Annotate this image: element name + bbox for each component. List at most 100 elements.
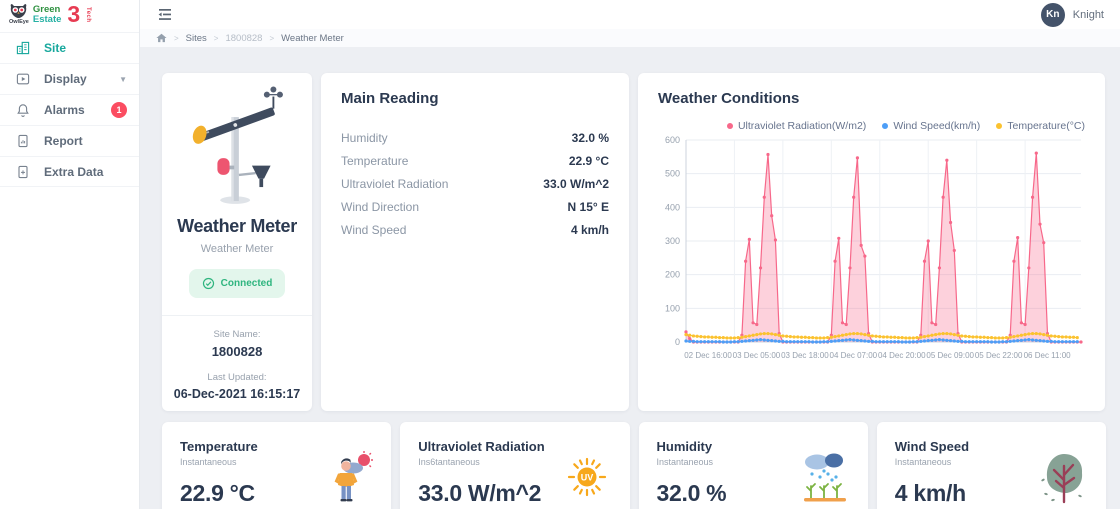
- sidebar-item-label: Display: [44, 72, 87, 86]
- sidebar-collapse-button[interactable]: [157, 8, 173, 21]
- breadcrumb-current: Weather Meter: [281, 32, 344, 44]
- breadcrumb-site-id[interactable]: 1800828: [225, 32, 263, 44]
- bell-icon: [17, 104, 29, 117]
- uv-value: 33.0 W/m^2: [418, 480, 542, 506]
- reading-row-humidity: Humidity 32.0 %: [341, 131, 609, 146]
- weather-conditions-chart: 0 100 200 300 400 500 600 02 Dec 16:00 03 Dec 05…: [665, 135, 1083, 360]
- svg-text:05 Dec 09:00: 05 Dec 09:00: [926, 351, 974, 360]
- svg-text:05 Dec 22:00: 05 Dec 22:00: [975, 351, 1023, 360]
- uv-sun-illustration: UV: [567, 457, 606, 497]
- report-icon: [18, 134, 28, 148]
- menu-fold-icon: [158, 9, 171, 20]
- legend-item-1[interactable]: Wind Speed(km/h): [882, 120, 980, 132]
- svg-text:UV: UV: [580, 473, 593, 483]
- reading-row-temperature: Temperature 22.9 °C: [341, 154, 609, 169]
- brand-word-green: Green: [32, 3, 61, 15]
- main-content: Weather Meter Weather Meter Connected Si…: [140, 47, 1120, 509]
- device-subtitle: Weather Meter: [200, 243, 274, 255]
- svg-text:06 Dec 11:00: 06 Dec 11:00: [1024, 351, 1072, 360]
- svg-text:02 Dec 16:00: 02 Dec 16:00: [684, 351, 732, 360]
- top-bar: Kn Knight: [140, 0, 1120, 29]
- svg-text:0: 0: [675, 337, 680, 347]
- status-badge: Connected: [188, 269, 286, 298]
- wind-speed-value: 4 km/h: [894, 480, 966, 506]
- chart-legend: Ultraviolet Radiation(W/m2) Wind Speed(km…: [658, 120, 1085, 132]
- svg-text:04 Dec 20:00: 04 Dec 20:00: [878, 351, 926, 360]
- weather-conditions-card: Weather Conditions Ultraviolet Radiation…: [638, 73, 1105, 411]
- site-name-value: 1800828: [211, 344, 263, 359]
- main-reading-card: Main Reading Humidity 32.0 % Temperature…: [321, 73, 629, 411]
- avatar[interactable]: Kn: [1040, 2, 1065, 27]
- sidebar-item-alarms[interactable]: Alarms 1: [0, 94, 139, 125]
- divider: [162, 315, 312, 316]
- chevron-down-icon[interactable]: ▼: [119, 74, 127, 84]
- owl-icon: [11, 4, 27, 19]
- rain-plants-illustration: [803, 453, 846, 502]
- reading-row-uv: Ultraviolet Radiation 33.0 W/m^2: [341, 176, 609, 191]
- last-updated-label: Last Updated:: [207, 372, 267, 383]
- stat-card-temperature: Temperature Instantaneous 22.9 °C: [162, 422, 392, 509]
- brand-number: 3: [67, 1, 81, 28]
- legend-item-2[interactable]: Temperature(°C): [996, 120, 1085, 132]
- user-name: Knight: [1072, 8, 1104, 21]
- sidebar-item-label: Extra Data: [44, 164, 104, 179]
- site-name-label: Site Name:: [213, 329, 261, 340]
- legend-dot: [882, 123, 889, 129]
- stat-card-humidity: Humidity Instantaneous 32.0 %: [638, 422, 868, 509]
- legend-label: Ultraviolet Radiation(W/m2): [737, 120, 867, 132]
- breadcrumb-sites[interactable]: Sites: [185, 32, 207, 44]
- svg-text:400: 400: [665, 202, 680, 212]
- legend-item-0[interactable]: Ultraviolet Radiation(W/m2): [726, 120, 867, 132]
- legend-label: Wind Speed(km/h): [893, 120, 981, 132]
- brand-owleye-text: OwlEye: [9, 19, 29, 26]
- wind-tree-illustration: [1041, 454, 1083, 504]
- svg-text:100: 100: [665, 303, 680, 313]
- device-title: Weather Meter: [177, 216, 297, 236]
- sidebar-menu: Site Display ▼ Alarms 1 Report: [0, 32, 139, 187]
- status-label: Connected: [220, 278, 273, 289]
- sidebar-item-site[interactable]: Site: [0, 32, 139, 63]
- weather-conditions-title: Weather Conditions: [658, 90, 800, 107]
- building-icon: [16, 41, 30, 55]
- sidebar-item-label: Alarms: [44, 103, 85, 117]
- sidebar: OwlEye Green Estate 3 Tech Site Display …: [0, 0, 140, 509]
- breadcrumb: > Sites > 1800828 > Weather Meter: [140, 29, 1120, 47]
- temperature-value: 22.9 °C: [180, 480, 255, 506]
- svg-text:03 Dec 05:00: 03 Dec 05:00: [733, 351, 781, 360]
- breadcrumb-separator: >: [213, 33, 219, 43]
- svg-text:500: 500: [665, 169, 680, 179]
- svg-text:300: 300: [665, 236, 680, 246]
- weather-station-illustration: [192, 86, 283, 204]
- sidebar-item-display[interactable]: Display ▼: [0, 63, 139, 94]
- sidebar-item-label: Site: [44, 41, 67, 55]
- check-circle-icon: [202, 277, 214, 290]
- svg-text:200: 200: [665, 270, 680, 280]
- svg-text:600: 600: [665, 135, 680, 145]
- brand-word-estate: Estate: [32, 13, 62, 25]
- last-updated-value: 06-Dec-2021 16:15:17: [173, 387, 301, 401]
- sidebar-item-extra-data[interactable]: Extra Data: [0, 156, 139, 187]
- main-reading-title: Main Reading: [341, 90, 439, 107]
- breadcrumb-separator: >: [174, 33, 179, 43]
- svg-text:04 Dec 07:00: 04 Dec 07:00: [830, 351, 878, 360]
- reading-row-wind-direction: Wind Direction N 15° E: [341, 199, 609, 214]
- legend-dot: [996, 123, 1003, 129]
- svg-text:03 Dec 18:00: 03 Dec 18:00: [781, 351, 829, 360]
- sidebar-item-label: Report: [44, 134, 83, 148]
- file-plus-icon: [18, 165, 28, 178]
- stat-card-uv: Ultraviolet Radiation Ins6tantaneous 33.…: [400, 422, 630, 509]
- person-sun-illustration: [334, 451, 374, 502]
- display-icon: [16, 73, 30, 85]
- breadcrumb-separator: >: [269, 33, 275, 43]
- sidebar-item-report[interactable]: Report: [0, 125, 139, 156]
- home-icon[interactable]: [156, 33, 167, 43]
- device-card: Weather Meter Weather Meter Connected Si…: [162, 73, 312, 411]
- brand-tech-text: Tech: [85, 6, 92, 23]
- humidity-value: 32.0 %: [656, 480, 727, 506]
- reading-row-wind-speed: Wind Speed 4 km/h: [341, 222, 609, 237]
- legend-label: Temperature(°C): [1007, 120, 1085, 132]
- brand-logo[interactable]: OwlEye Green Estate 3 Tech: [0, 0, 139, 29]
- legend-dot: [726, 123, 733, 129]
- stat-card-wind-speed: Wind Speed Instantaneous 4 km/h: [876, 422, 1106, 509]
- user-menu[interactable]: Kn Knight: [1040, 2, 1104, 27]
